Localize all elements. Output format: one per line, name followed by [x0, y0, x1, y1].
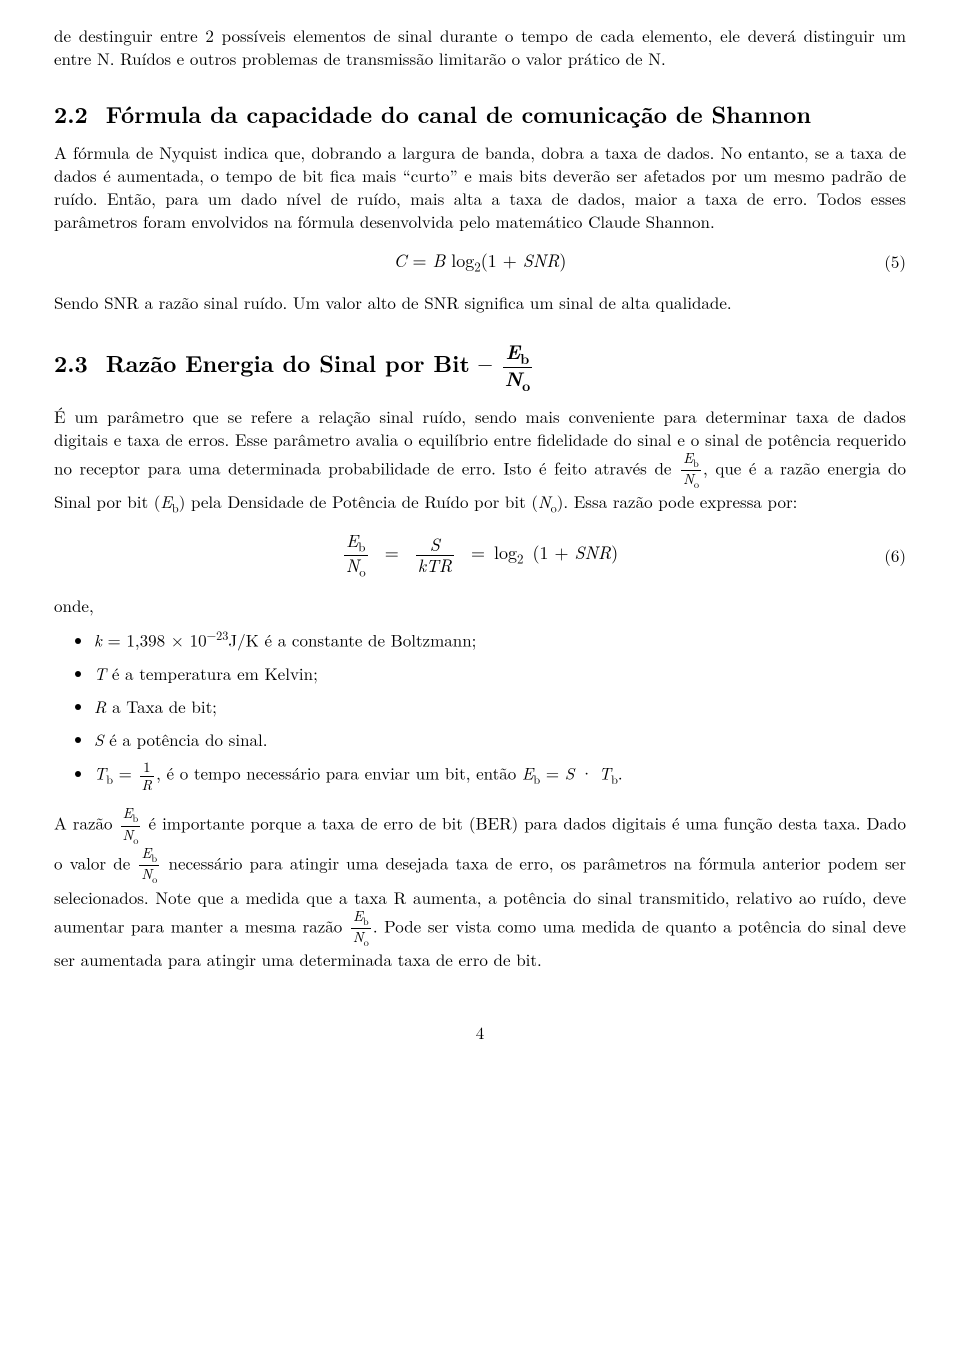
heading-2-2: 2.2 Fórmula da capacidade do canal de com… — [54, 98, 906, 129]
equation-6: EbNo = SkTR = log2 (1 + SNR) (6) — [54, 532, 906, 578]
list-item: S é a potência do sinal. — [94, 728, 906, 751]
list-item: T é a temperatura em Kelvin; — [94, 662, 906, 685]
equation-5: C = B log2(1 + SNR) (5) — [54, 249, 906, 275]
equation-6-body: EbNo = SkTR = log2 (1 + SNR) — [342, 532, 618, 578]
paragraph-intro: de destinguir entre 2 possíveis elemento… — [54, 24, 906, 70]
heading-text: Razão Energia do Sinal por Bit – EbNo — [106, 346, 534, 379]
heading-text: Fórmula da capacidade do canal de comuni… — [106, 97, 811, 130]
parameter-list: k = 1,398 × 10−23J/K é a constante de Bo… — [54, 627, 906, 792]
onde-label: onde, — [54, 594, 906, 617]
paragraph-2-3: É um parâmetro que se refere a relação s… — [54, 405, 906, 516]
heading-number: 2.2 — [54, 97, 88, 130]
list-item: k = 1,398 × 10−23J/K é a constante de Bo… — [94, 627, 906, 652]
list-item: R a Taxa de bit; — [94, 695, 906, 718]
page-number: 4 — [54, 1021, 906, 1044]
paragraph-2-2-after: Sendo SNR a razão sinal ruído. Um valor … — [54, 291, 906, 314]
equation-5-body: C = B log2(1 + SNR) — [394, 249, 567, 275]
paragraph-final: A razão EbNo é importante porque a taxa … — [54, 806, 906, 971]
heading-2-3: 2.3 Razão Energia do Sinal por Bit – EbNo — [54, 342, 906, 393]
heading-number: 2.3 — [54, 346, 88, 379]
equation-6-number: (6) — [884, 544, 906, 567]
equation-5-number: (5) — [884, 250, 906, 273]
paragraph-2-2: A fórmula de Nyquist indica que, dobrand… — [54, 141, 906, 233]
list-item: Tb = 1R, é o tempo necessário para envia… — [94, 760, 906, 792]
